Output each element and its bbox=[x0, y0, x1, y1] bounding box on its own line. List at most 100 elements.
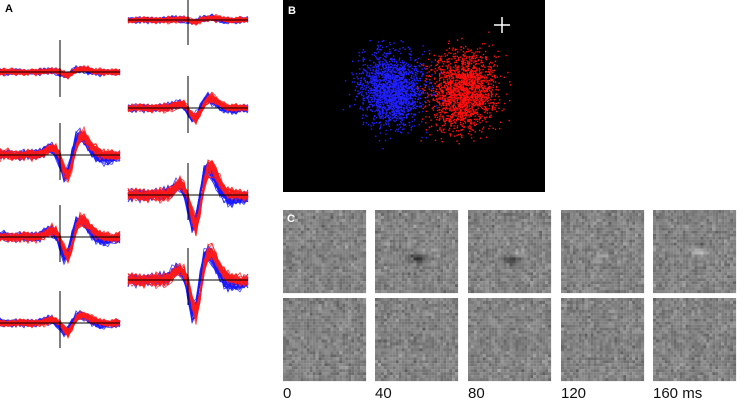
pixel bbox=[333, 278, 337, 282]
dot bbox=[392, 104, 395, 106]
dot bbox=[377, 66, 379, 68]
dot bbox=[424, 97, 426, 99]
pixel bbox=[357, 260, 361, 264]
pixel bbox=[288, 257, 292, 261]
pixel bbox=[285, 257, 290, 261]
pixel bbox=[291, 272, 295, 276]
dot bbox=[395, 82, 398, 85]
pixel bbox=[315, 210, 319, 214]
pixel bbox=[354, 272, 358, 276]
dot bbox=[454, 94, 457, 96]
pixel bbox=[321, 236, 325, 240]
dot bbox=[397, 108, 399, 110]
pixel bbox=[339, 245, 343, 249]
dot bbox=[374, 52, 376, 54]
dot bbox=[377, 72, 379, 74]
dot bbox=[436, 113, 438, 115]
pixel bbox=[330, 242, 334, 246]
dot bbox=[380, 56, 382, 59]
dot bbox=[390, 63, 392, 65]
pixel bbox=[348, 278, 352, 282]
pixel bbox=[297, 287, 301, 291]
dot bbox=[470, 76, 472, 78]
pixel bbox=[309, 224, 313, 228]
dot bbox=[452, 130, 454, 132]
dot bbox=[404, 85, 407, 87]
dot bbox=[390, 78, 392, 80]
pixel bbox=[330, 269, 334, 273]
pixel bbox=[324, 242, 328, 246]
dot bbox=[414, 107, 416, 109]
dot bbox=[392, 97, 394, 100]
dot bbox=[395, 109, 397, 111]
pixel bbox=[283, 263, 287, 267]
dot bbox=[403, 111, 405, 114]
pixel bbox=[354, 215, 358, 219]
pixel bbox=[291, 236, 295, 240]
pixel bbox=[321, 251, 325, 255]
dot bbox=[385, 61, 388, 63]
pixel bbox=[342, 224, 346, 228]
dot bbox=[492, 105, 494, 107]
pixel bbox=[360, 230, 364, 234]
dot bbox=[439, 56, 442, 58]
pixel bbox=[392, 212, 396, 217]
dot bbox=[450, 81, 453, 83]
dot bbox=[443, 94, 445, 96]
pixel bbox=[345, 221, 349, 225]
dot bbox=[385, 86, 387, 89]
dot bbox=[377, 81, 379, 83]
dot bbox=[429, 81, 431, 84]
dot bbox=[398, 91, 400, 93]
pixel bbox=[283, 275, 287, 279]
pixel bbox=[357, 233, 361, 237]
dot bbox=[385, 98, 387, 101]
pixel bbox=[306, 251, 310, 255]
pixel bbox=[333, 287, 337, 291]
dot bbox=[400, 98, 402, 100]
dot bbox=[457, 86, 460, 89]
dot bbox=[377, 106, 380, 108]
dot bbox=[364, 51, 366, 53]
dot bbox=[416, 105, 418, 107]
pixel bbox=[285, 224, 290, 228]
dot bbox=[366, 115, 368, 118]
dot bbox=[442, 115, 444, 117]
pixel bbox=[345, 215, 349, 219]
dot bbox=[456, 126, 458, 129]
pixel bbox=[315, 260, 319, 264]
dot bbox=[394, 120, 396, 123]
pixel bbox=[339, 257, 343, 261]
dot bbox=[461, 88, 464, 91]
pixel bbox=[354, 287, 358, 291]
dot bbox=[509, 84, 512, 86]
dot bbox=[384, 91, 386, 93]
dot bbox=[379, 79, 381, 81]
dot bbox=[439, 127, 441, 129]
dot bbox=[444, 100, 446, 103]
dot bbox=[373, 86, 376, 88]
dot bbox=[385, 129, 387, 132]
dot bbox=[387, 116, 390, 118]
dot bbox=[468, 105, 470, 108]
dot bbox=[453, 109, 455, 111]
dot bbox=[399, 66, 401, 69]
dot bbox=[447, 61, 449, 63]
dot bbox=[402, 117, 404, 119]
dot bbox=[458, 91, 460, 93]
dot bbox=[362, 49, 364, 51]
pixel bbox=[303, 242, 307, 246]
pixel bbox=[315, 263, 319, 267]
dot bbox=[387, 66, 389, 68]
pixel bbox=[357, 278, 361, 282]
dot bbox=[453, 96, 456, 98]
dot bbox=[464, 108, 466, 110]
dot bbox=[474, 95, 476, 97]
dot bbox=[362, 71, 364, 73]
dot bbox=[401, 110, 403, 113]
pixel bbox=[351, 248, 355, 252]
dot bbox=[399, 126, 402, 128]
pixel bbox=[336, 290, 340, 294]
dot bbox=[366, 107, 368, 109]
dot bbox=[401, 113, 404, 115]
